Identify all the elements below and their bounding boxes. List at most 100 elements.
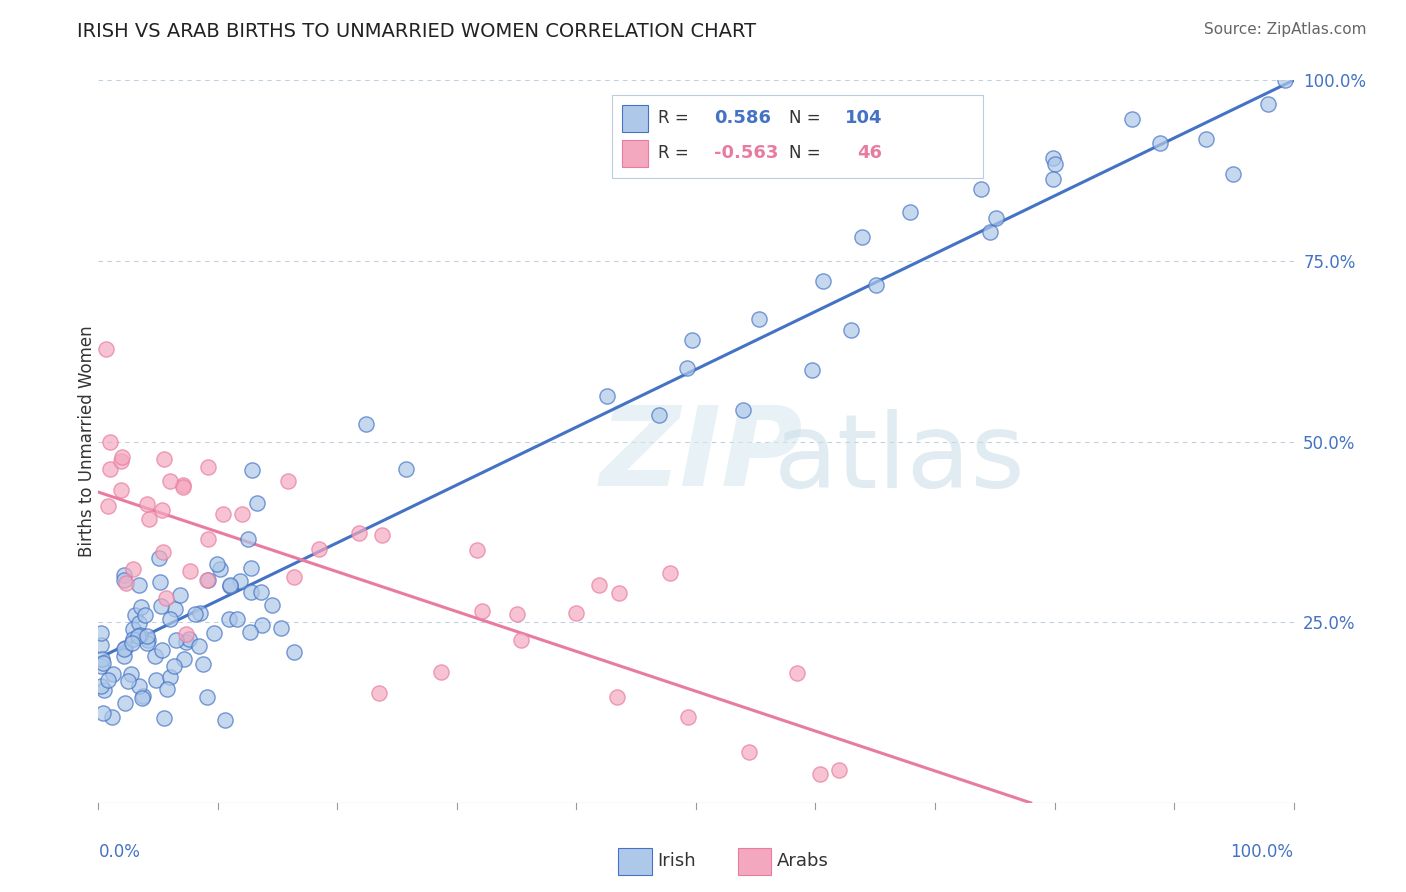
Text: atlas: atlas (773, 409, 1025, 510)
Point (510, 632, 533, 647)
Point (218, 579, 240, 593)
Point (865, 277, 887, 292)
Point (738, 745, 761, 759)
Point (128, 679, 150, 693)
Point (1042, 151, 1064, 165)
Point (177, 632, 200, 646)
Point (128, 578, 150, 592)
FancyBboxPatch shape (613, 95, 983, 178)
Text: IRISH VS ARAB BIRTHS TO UNMARRIED WOMEN CORRELATION CHART: IRISH VS ARAB BIRTHS TO UNMARRIED WOMEN … (77, 22, 756, 41)
Point (138, 512, 160, 526)
Point (152, 711, 174, 725)
Point (898, 205, 921, 219)
Point (1257, 97, 1279, 112)
Point (195, 690, 218, 704)
Text: Arabs: Arabs (778, 853, 830, 871)
Point (839, 322, 862, 336)
Point (984, 211, 1007, 225)
Point (851, 229, 873, 244)
Point (733, 403, 755, 417)
Point (90, 680, 112, 694)
Point (121, 636, 143, 650)
Point (197, 573, 219, 587)
Point (165, 632, 187, 647)
Point (465, 543, 488, 558)
Point (262, 599, 284, 613)
Point (184, 607, 207, 622)
Point (155, 591, 177, 606)
Point (219, 578, 242, 592)
Point (308, 541, 330, 556)
Point (129, 628, 152, 642)
Point (90, 651, 112, 665)
Text: N =: N = (789, 109, 821, 127)
Point (1149, 136, 1171, 151)
Point (225, 612, 247, 626)
Point (197, 459, 219, 474)
Point (202, 625, 225, 640)
Point (173, 652, 195, 666)
Bar (738, 847, 772, 875)
Point (676, 361, 699, 376)
Point (193, 657, 215, 671)
Point (748, 312, 770, 326)
Point (91, 657, 114, 671)
Text: 0.586: 0.586 (714, 109, 770, 127)
Point (112, 568, 135, 582)
Text: 100.0%: 100.0% (1230, 843, 1294, 861)
Point (197, 574, 219, 588)
Point (565, 606, 588, 620)
Point (112, 642, 135, 657)
Point (112, 649, 135, 664)
Point (371, 528, 394, 542)
Point (90, 659, 112, 673)
Point (471, 605, 494, 619)
Point (1043, 157, 1066, 171)
Point (270, 621, 292, 635)
Point (91, 706, 114, 721)
Point (658, 566, 681, 580)
Bar (619, 847, 652, 875)
Point (114, 576, 136, 591)
Point (100, 461, 122, 475)
Point (240, 560, 263, 574)
Point (153, 452, 176, 467)
Point (828, 763, 851, 777)
Point (240, 463, 263, 477)
Text: ZIP: ZIP (600, 402, 804, 509)
Point (155, 681, 177, 696)
Point (681, 333, 703, 347)
Point (606, 690, 628, 705)
Y-axis label: Births to Unmarried Women: Births to Unmarried Women (79, 326, 96, 558)
Point (240, 585, 263, 599)
Point (429, 665, 451, 679)
Point (90, 626, 112, 640)
Point (277, 474, 299, 488)
Point (134, 608, 156, 623)
Point (163, 602, 186, 616)
Point (150, 599, 173, 614)
Point (239, 625, 262, 640)
Point (188, 639, 211, 653)
Point (90, 638, 112, 652)
Point (1274, 73, 1296, 87)
Point (596, 389, 619, 403)
Point (808, 766, 831, 780)
Point (138, 632, 160, 647)
Point (214, 713, 236, 727)
Point (124, 608, 146, 623)
Point (132, 689, 155, 703)
Point (969, 182, 991, 196)
Point (347, 525, 370, 540)
Text: Source: ZipAtlas.com: Source: ZipAtlas.com (1204, 22, 1367, 37)
Point (135, 629, 157, 643)
Bar (621, 105, 648, 132)
Point (152, 545, 174, 559)
Point (211, 507, 233, 521)
Point (173, 478, 195, 492)
Point (979, 225, 1001, 239)
Point (172, 480, 194, 494)
Point (114, 696, 136, 710)
Point (114, 640, 136, 655)
Point (150, 643, 173, 657)
